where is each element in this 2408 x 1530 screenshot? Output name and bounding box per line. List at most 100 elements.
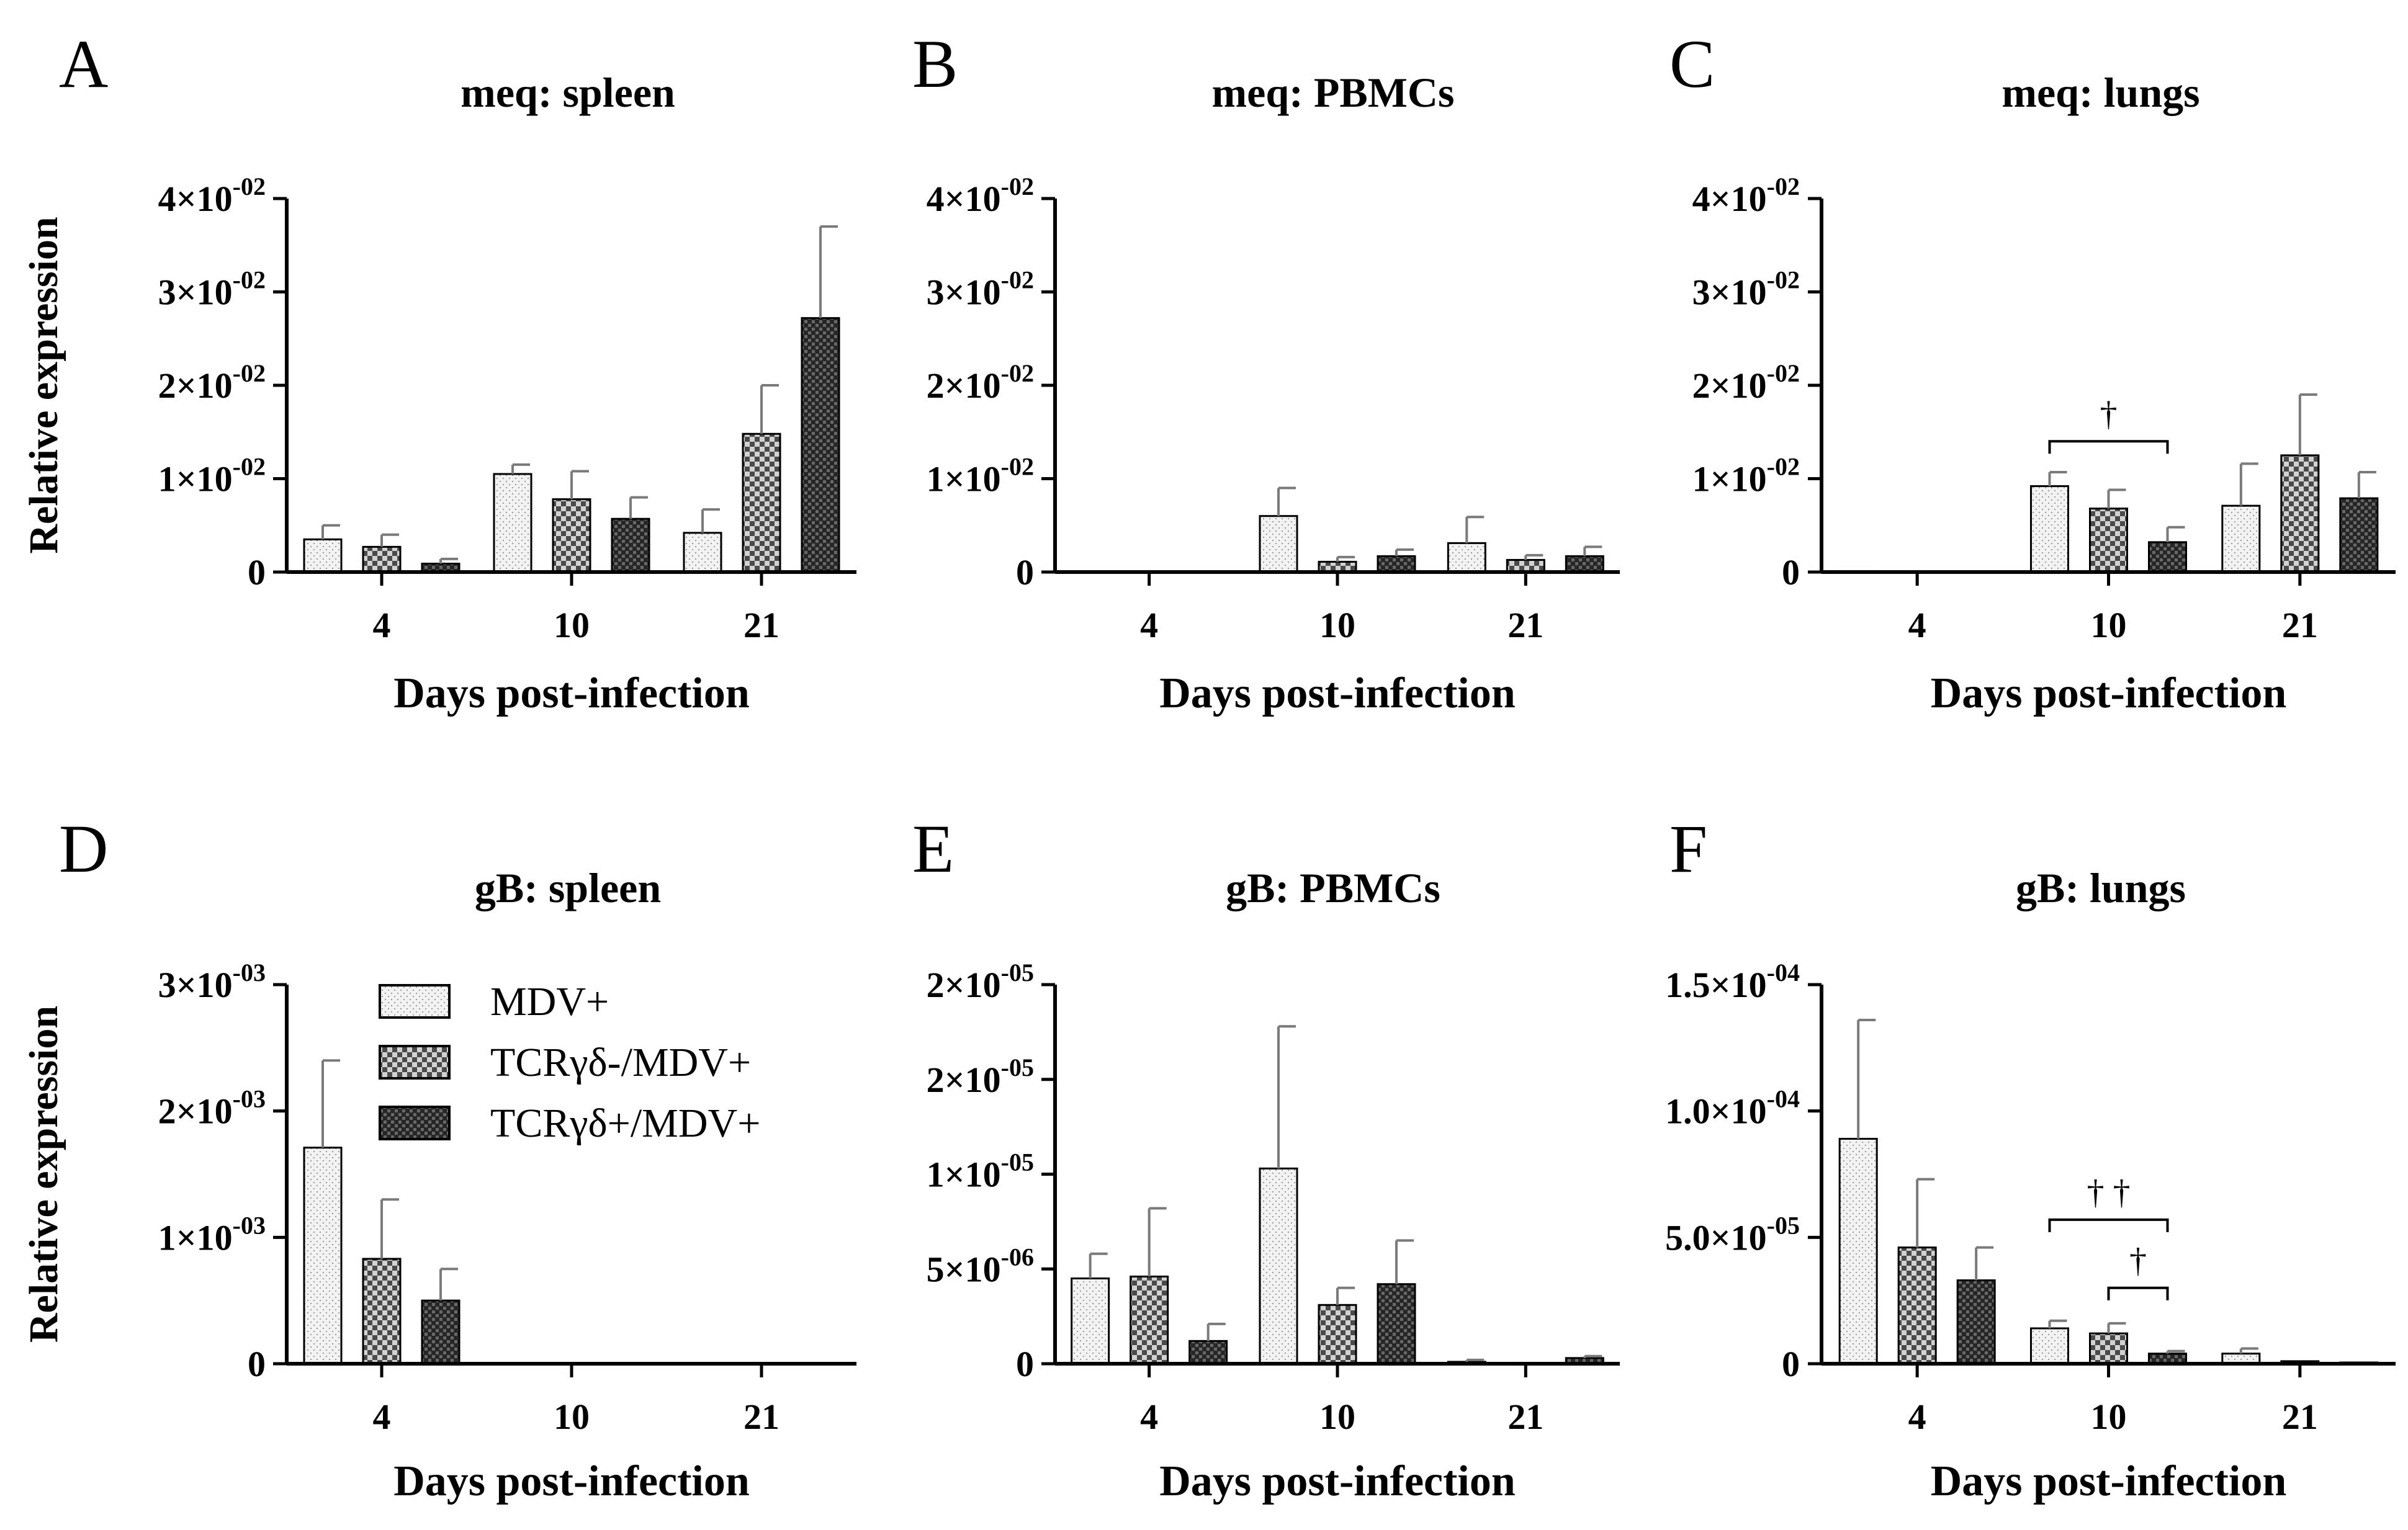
x-tick-label: 10 (1319, 605, 1355, 645)
y-tick-label: 0 (1016, 1344, 1034, 1384)
panel-letter: F (1669, 811, 1707, 887)
x-tick-label: 21 (744, 1397, 779, 1437)
x-axis-title: Days post-infection (393, 669, 750, 717)
y-tick-label: 3×10-02 (1692, 266, 1800, 313)
bar-mdv (1838, 1137, 1878, 1365)
y-tick-label: 4×10-02 (158, 172, 266, 219)
x-tick-label: 10 (1319, 1397, 1355, 1437)
bar-tcr-neg (1130, 1275, 1169, 1365)
significance-marker: † (2129, 1241, 2147, 1280)
bar-tcr-pos (801, 317, 840, 573)
bar-tcr-pos (1377, 1283, 1416, 1365)
bar-tcr-pos (1377, 555, 1416, 573)
panel-title: meq: lungs (2001, 69, 2199, 116)
legend-label-tcr-pos: TCRγδ+/MDV+ (490, 1101, 760, 1146)
x-tick-label: 4 (1908, 605, 1926, 645)
panel-title: gB: spleen (475, 864, 661, 911)
y-tick-label: 2×10-02 (158, 359, 266, 406)
bar-mdv (1259, 515, 1298, 573)
x-axis-title: Days post-infection (393, 1457, 750, 1505)
x-axis-title: Days post-infection (1159, 669, 1516, 717)
y-tick-label: 2×10-05 (927, 1054, 1034, 1100)
x-tick-label: 10 (554, 605, 590, 645)
y-tick-label: 0 (248, 1344, 266, 1384)
bar-tcr-neg (1318, 1304, 1357, 1365)
bar-tcr-neg (362, 545, 402, 573)
x-tick-label: 21 (1507, 605, 1543, 645)
y-tick-label: 5.0×10-05 (1665, 1211, 1800, 1258)
x-axis-title: Days post-infection (1931, 669, 2287, 717)
panel-title: meq: PBMCs (1212, 69, 1455, 116)
x-tick-label: 4 (1908, 1397, 1926, 1437)
x-tick-label: 4 (373, 1397, 391, 1437)
bar-mdv (303, 1147, 343, 1365)
significance-bracket (2048, 440, 2169, 454)
y-tick-label: 1.0×10-04 (1665, 1085, 1800, 1132)
panel-e-gb-pbmcs: EgB: PBMCs 0 5×10-06 1×10-05 2×10-05 2×10-05 4… (912, 811, 1620, 1505)
panel-title: gB: lungs (2016, 864, 2186, 911)
y-axis-title: Relative expression (21, 217, 66, 553)
x-tick-label: 4 (1140, 605, 1158, 645)
bar-mdv (2221, 504, 2261, 573)
legend-swatch-tcr-pos (379, 1106, 451, 1140)
bar-tcr-pos (1956, 1279, 1996, 1365)
bar-mdv (1259, 1167, 1298, 1365)
legend-label-mdv: MDV+ (490, 979, 609, 1024)
significance-bracket (2048, 1218, 2169, 1232)
y-tick-label: 0 (1016, 552, 1034, 593)
x-tick-label: 21 (1507, 1397, 1543, 1437)
y-tick-label: 2×10-02 (1692, 359, 1800, 406)
bar-tcr-neg (2280, 454, 2320, 573)
y-tick-label: 4×10-02 (1692, 172, 1800, 219)
bar-tcr-neg (2089, 1332, 2128, 1365)
bar-mdv (493, 473, 532, 573)
panel-letter: C (1669, 26, 1715, 102)
legend-swatch-mdv (379, 984, 451, 1019)
x-axis-title: Days post-infection (1159, 1457, 1516, 1505)
y-tick-label: 1×10-02 (927, 453, 1034, 499)
y-tick-label: 1×10-02 (1692, 453, 1800, 499)
bar-tcr-pos (1565, 555, 1604, 573)
legend-label-tcr-neg: TCRγδ-/MDV+ (490, 1040, 751, 1085)
x-tick-label: 21 (2282, 1397, 2318, 1437)
bar-mdv (1447, 542, 1486, 573)
y-tick-label: 0 (1782, 1344, 1800, 1384)
y-tick-label: 0 (248, 552, 266, 593)
x-tick-label: 10 (2091, 605, 2127, 645)
x-tick-label: 21 (2282, 605, 2318, 645)
panel-letter: A (59, 26, 108, 102)
significance-bracket (2107, 1286, 2169, 1300)
bar-tcr-pos (1188, 1340, 1228, 1365)
x-tick-label: 10 (2091, 1397, 2127, 1437)
bar-tcr-neg (742, 432, 781, 573)
x-tick-label: 4 (1140, 1397, 1158, 1437)
bar-tcr-neg (552, 498, 591, 573)
y-axis-title: Relative expression (21, 1006, 66, 1343)
bar-mdv (2030, 485, 2069, 573)
bar-tcr-pos (421, 1299, 460, 1365)
bar-tcr-pos (611, 517, 650, 573)
y-tick-label: 1×10-03 (158, 1211, 266, 1258)
x-tick-label: 21 (744, 605, 779, 645)
panel-title: meq: spleen (460, 69, 675, 116)
panel-f-gb-lungs: FgB: lungs 0 5.0×10-05 1.0×10-04 1.5×10-04 4 1… (1665, 811, 2396, 1505)
panel-title: gB: PBMCs (1226, 864, 1440, 911)
y-tick-label: 3×10-02 (158, 266, 266, 313)
legend: MDV+ TCRγδ-/MDV+ TCRγδ+/MDV+ (379, 979, 760, 1146)
significance-marker: † † (2087, 1173, 2131, 1212)
legend-swatch-tcr-neg (379, 1045, 451, 1080)
y-tick-label: 2×10-05 (927, 959, 1034, 1005)
x-tick-label: 4 (373, 605, 391, 645)
y-tick-label: 1×10-02 (158, 453, 266, 499)
bar-mdv (1071, 1277, 1110, 1365)
bar-tcr-pos (2148, 541, 2187, 573)
y-tick-label: 0 (1782, 552, 1800, 593)
y-tick-label: 2×10-02 (927, 359, 1034, 406)
x-tick-label: 10 (554, 1397, 590, 1437)
x-axis-title: Days post-infection (1931, 1457, 2287, 1505)
bar-tcr-neg (1897, 1246, 1937, 1365)
panel-letter: D (59, 811, 108, 887)
